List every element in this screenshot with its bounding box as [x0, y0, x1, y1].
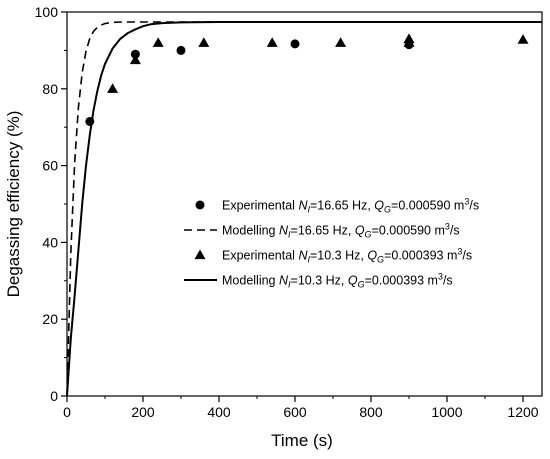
axes-layer: 0 200 400 600 800 1000 1200 0 20 40 60 80 100 [35, 4, 539, 420]
data-point [335, 37, 347, 47]
x-tick-label: 400 [207, 404, 231, 420]
x-tick-label: 1000 [431, 404, 462, 420]
legend-entry-0: Experimental NI=16.65 Hz, QG=0.000590 m3… [222, 197, 479, 215]
y-tick-label: 60 [42, 158, 58, 174]
legend-marker-0 [195, 200, 205, 210]
legend-text-part: Experimental [222, 199, 298, 213]
legend-text-part: Q [348, 274, 358, 288]
legend-text-part: N [279, 224, 289, 238]
legend-text-part: =16.65 Hz, [291, 224, 355, 238]
legend-text-part: I [307, 205, 310, 215]
legend-text-part: =0.000590 m [391, 199, 464, 213]
legend-text-part: Q [367, 249, 377, 263]
legend-text-part: I [307, 255, 310, 265]
x-axis-title: Time (s) [271, 431, 333, 450]
x-tick-label: 800 [359, 404, 383, 420]
legend-text-part: /s [450, 224, 460, 238]
x-tick-label: 600 [283, 404, 307, 420]
data-point [107, 83, 119, 93]
legend-entry-3: Modelling NI=10.3 Hz, QG=0.000393 m3/s [222, 272, 453, 290]
legend-text-part: 3 [464, 197, 469, 207]
data-point [129, 54, 141, 65]
legend-text-part: =0.000393 m [384, 249, 457, 263]
y-tick-label: 40 [42, 234, 58, 250]
legend-text-part: Experimental [222, 249, 298, 263]
legend-text-part: I [288, 280, 291, 290]
data-point [176, 45, 186, 55]
data-point [198, 37, 210, 47]
legend-text-part: N [279, 274, 289, 288]
legend-text-part: =10.3 Hz, [291, 274, 348, 288]
y-tick-label: 0 [50, 388, 58, 404]
legend: Experimental NI=16.65 Hz, QG=0.000590 m3… [184, 197, 479, 290]
y-tick-label: 100 [35, 4, 59, 20]
legend-marker-2 [194, 249, 206, 260]
legend-text-part: Q [374, 199, 384, 213]
legend-text-part: /s [469, 199, 479, 213]
x-tick-label: 0 [63, 404, 71, 420]
legend-text-part: 3 [457, 247, 462, 257]
data-point [403, 33, 415, 44]
legend-text-part: Modelling [222, 224, 279, 238]
legend-text-part: /s [443, 274, 453, 288]
legend-text-part: =0.000590 m [372, 224, 445, 238]
y-axis-title: Degassing efficiency (%) [4, 111, 23, 298]
legend-text-part: =0.000393 m [365, 274, 438, 288]
series-line-3 [66, 21, 542, 397]
legend-text-part: G [384, 205, 391, 215]
data-point [130, 49, 140, 59]
legend-text-part: G [358, 280, 365, 290]
legend-entry-2: Experimental NI=10.3 Hz, QG=0.000393 m3/… [222, 247, 472, 265]
legend-text-part: =16.65 Hz, [310, 199, 374, 213]
legend-text-part: N [298, 199, 308, 213]
legend-text-part: /s [462, 249, 472, 263]
data-point [152, 37, 164, 47]
legend-text-part: Modelling [222, 274, 279, 288]
y-tick-label: 20 [42, 311, 58, 327]
legend-text-part: 3 [445, 222, 450, 232]
plot-area [66, 11, 543, 397]
data-point [517, 34, 529, 44]
legend-text-part: =10.3 Hz, [310, 249, 367, 263]
x-tick-label: 200 [131, 404, 155, 420]
legend-text-part: G [377, 255, 384, 265]
data-point [290, 39, 300, 49]
series-layer [66, 21, 542, 397]
legend-text-part: 3 [438, 272, 443, 282]
x-tick-label: 1200 [507, 404, 538, 420]
data-point [266, 37, 278, 47]
legend-text-part: G [365, 230, 372, 240]
legend-entry-1: Modelling NI=16.65 Hz, QG=0.000590 m3/s [222, 222, 460, 240]
legend-text-part: Q [355, 224, 365, 238]
legend-text-part: N [298, 249, 308, 263]
legend-text-part: I [288, 230, 291, 240]
y-tick-label: 80 [42, 81, 58, 97]
